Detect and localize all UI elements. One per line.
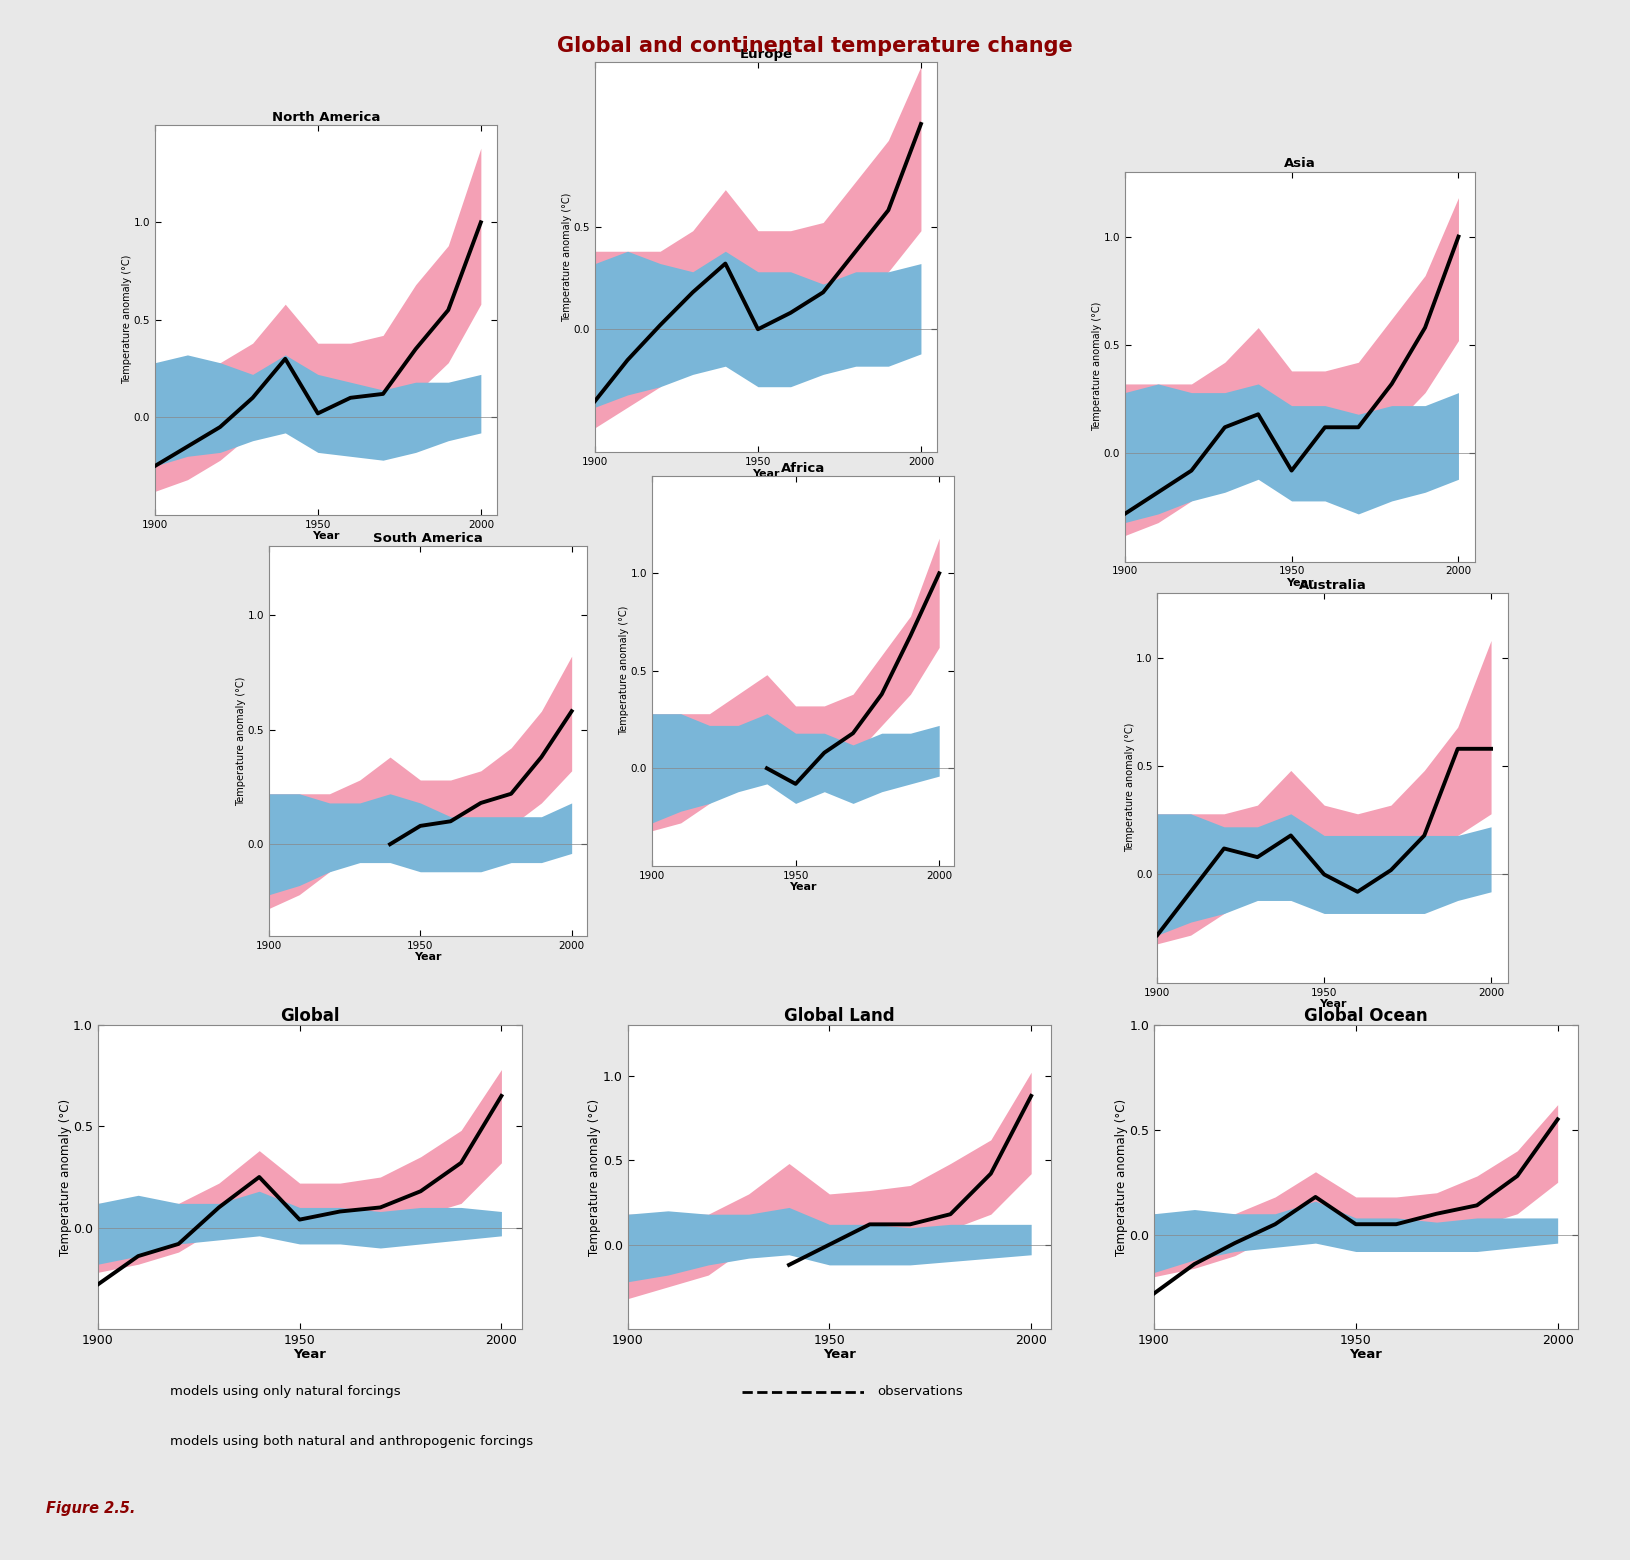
X-axis label: Year: Year: [1350, 1348, 1382, 1362]
Text: Figure 2.5.: Figure 2.5.: [46, 1501, 135, 1516]
Y-axis label: Temperature anomaly (°C): Temperature anomaly (°C): [1115, 1098, 1128, 1256]
X-axis label: Year: Year: [293, 1348, 326, 1362]
X-axis label: Year: Year: [753, 468, 779, 479]
Title: Asia: Asia: [1284, 158, 1315, 170]
Title: Africa: Africa: [781, 462, 825, 474]
Title: Global Ocean: Global Ocean: [1304, 1006, 1428, 1025]
Title: Australia: Australia: [1299, 579, 1366, 591]
X-axis label: Year: Year: [1286, 577, 1314, 588]
Y-axis label: Temperature anomaly (°C): Temperature anomaly (°C): [619, 607, 629, 735]
X-axis label: Year: Year: [414, 952, 442, 963]
Y-axis label: Temperature anomaly (°C): Temperature anomaly (°C): [236, 677, 246, 805]
Title: Europe: Europe: [740, 48, 792, 61]
Y-axis label: Temperature anomaly (°C): Temperature anomaly (°C): [1125, 724, 1134, 852]
Y-axis label: Temperature anomaly (°C): Temperature anomaly (°C): [1092, 303, 1102, 431]
Y-axis label: Temperature anomaly (°C): Temperature anomaly (°C): [59, 1098, 72, 1256]
Title: South America: South America: [373, 532, 482, 544]
Y-axis label: Temperature anomaly (°C): Temperature anomaly (°C): [562, 193, 572, 321]
Y-axis label: Temperature anomaly (°C): Temperature anomaly (°C): [588, 1098, 601, 1256]
Text: observations: observations: [877, 1385, 963, 1398]
Title: North America: North America: [272, 111, 380, 123]
X-axis label: Year: Year: [313, 530, 339, 541]
Y-axis label: Temperature anomaly (°C): Temperature anomaly (°C): [122, 256, 132, 384]
X-axis label: Year: Year: [1319, 998, 1346, 1009]
Text: Global and continental temperature change: Global and continental temperature chang…: [557, 36, 1073, 56]
Text: models using only natural forcings: models using only natural forcings: [170, 1385, 399, 1398]
Title: Global: Global: [280, 1006, 339, 1025]
Text: models using both natural and anthropogenic forcings: models using both natural and anthropoge…: [170, 1435, 533, 1448]
Title: Global Land: Global Land: [784, 1006, 895, 1025]
X-axis label: Year: Year: [823, 1348, 856, 1362]
X-axis label: Year: Year: [789, 881, 817, 892]
